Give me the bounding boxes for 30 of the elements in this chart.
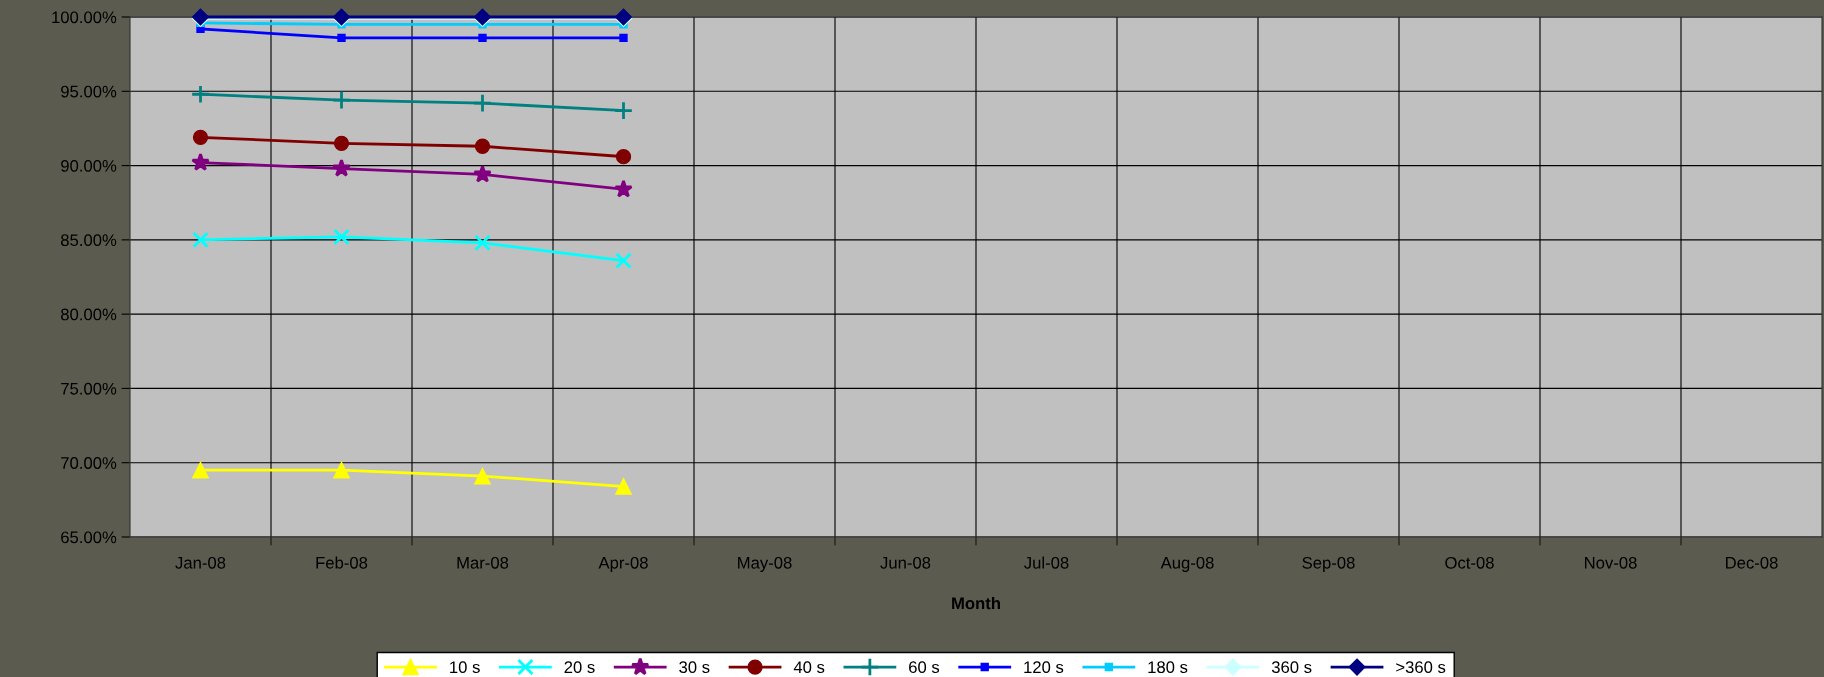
x-tick-label: Jan-08 bbox=[175, 556, 226, 569]
legend-label: 60 s bbox=[909, 661, 940, 674]
x-tick-label: Dec-08 bbox=[1726, 556, 1778, 569]
x-tick-label: Apr-08 bbox=[598, 556, 648, 572]
legend-label: 360 s bbox=[1271, 661, 1312, 674]
y-tick-label: 80.00% bbox=[61, 308, 117, 321]
y-tick-label: 65.00% bbox=[61, 531, 117, 544]
legend-label: 120 s bbox=[1024, 661, 1064, 674]
x-tick-label: May-08 bbox=[738, 556, 792, 572]
legend-label: 40 s bbox=[793, 661, 825, 674]
legend-label: 180 s bbox=[1148, 661, 1188, 674]
legend-label: 10 s bbox=[450, 661, 480, 674]
y-tick-label: 100.00% bbox=[52, 11, 117, 24]
y-tick-label: 90.00% bbox=[61, 159, 117, 172]
x-tick-label: Sep-08 bbox=[1302, 556, 1355, 572]
y-tick-label: 75.00% bbox=[61, 382, 117, 395]
x-tick-label: Jul-08 bbox=[1024, 556, 1069, 569]
legend-label: >360 s bbox=[1396, 661, 1446, 674]
legend-label: 20 s bbox=[564, 661, 595, 674]
x-tick-label: Feb-08 bbox=[316, 556, 368, 569]
x-tick-label: Nov-08 bbox=[1585, 556, 1637, 569]
y-tick-label: 70.00% bbox=[61, 457, 117, 469]
x-tick-label: Oct-08 bbox=[1445, 556, 1494, 569]
legend-label: 30 s bbox=[679, 661, 710, 674]
y-tick-label: 95.00% bbox=[61, 85, 117, 98]
x-tick-label: Mar-08 bbox=[457, 556, 509, 569]
y-tick-label: 85.00% bbox=[61, 234, 117, 247]
x-axis-title: Month bbox=[952, 596, 1000, 610]
x-tick-label: Jun-08 bbox=[880, 556, 931, 569]
x-tick-label: Aug-08 bbox=[1160, 556, 1214, 572]
